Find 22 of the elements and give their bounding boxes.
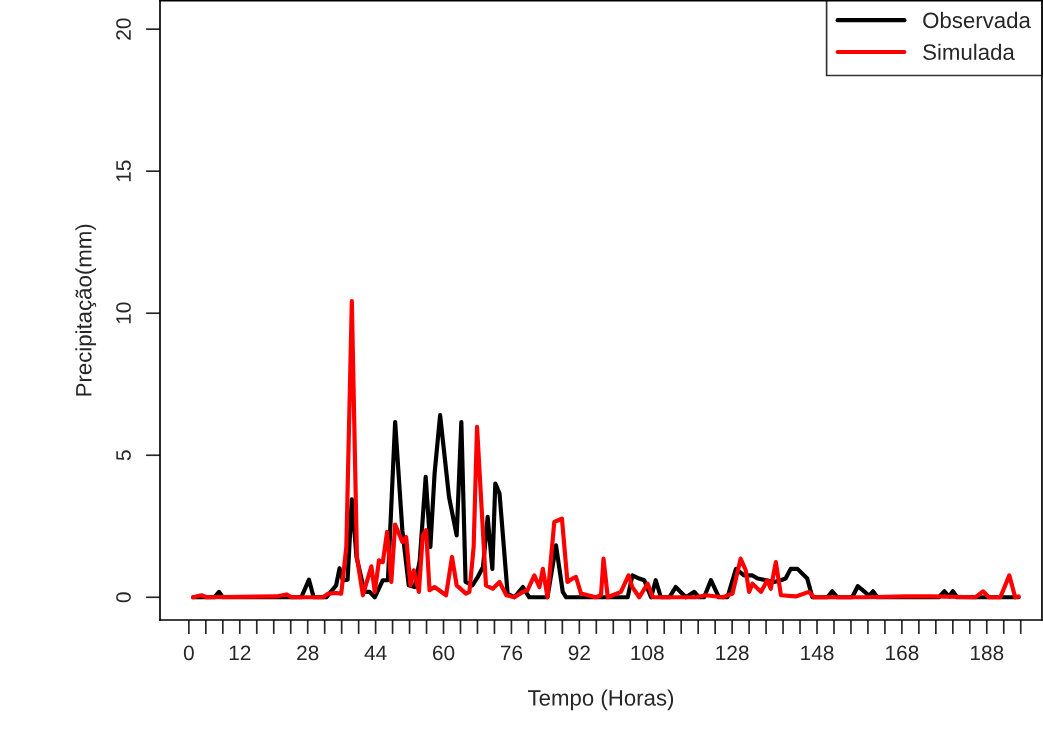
x-axis-title: Tempo (Horas)	[528, 689, 674, 711]
y-tick-label: 5	[116, 450, 131, 461]
x-tick-label: 76	[500, 645, 523, 661]
line-series	[191, 298, 1021, 600]
x-tick-label: 0	[183, 645, 194, 661]
x-tick-label: 28	[297, 645, 319, 661]
x-tick-label: 92	[568, 645, 590, 661]
y-tick-label: 15	[116, 160, 131, 182]
legend-label: Simulada	[923, 43, 1015, 61]
x-tick-label: 12	[229, 645, 251, 661]
x-tick-label: 60	[432, 645, 455, 661]
y-tick-label: 0	[116, 592, 131, 603]
x-tick-label: 188	[970, 645, 1004, 661]
x-tick-label: 148	[801, 645, 834, 661]
legend-label: Observada	[923, 11, 1031, 29]
x-tick-label: 108	[631, 645, 664, 661]
y-tick-label: 10	[116, 302, 131, 324]
x-tick-label: 128	[716, 645, 749, 661]
y-axis-title: Precipitação(mm)	[75, 224, 97, 396]
x-tick-label: 44	[364, 645, 387, 661]
x-tick-label: 168	[886, 645, 919, 661]
y-tick-label: 20	[116, 18, 131, 40]
